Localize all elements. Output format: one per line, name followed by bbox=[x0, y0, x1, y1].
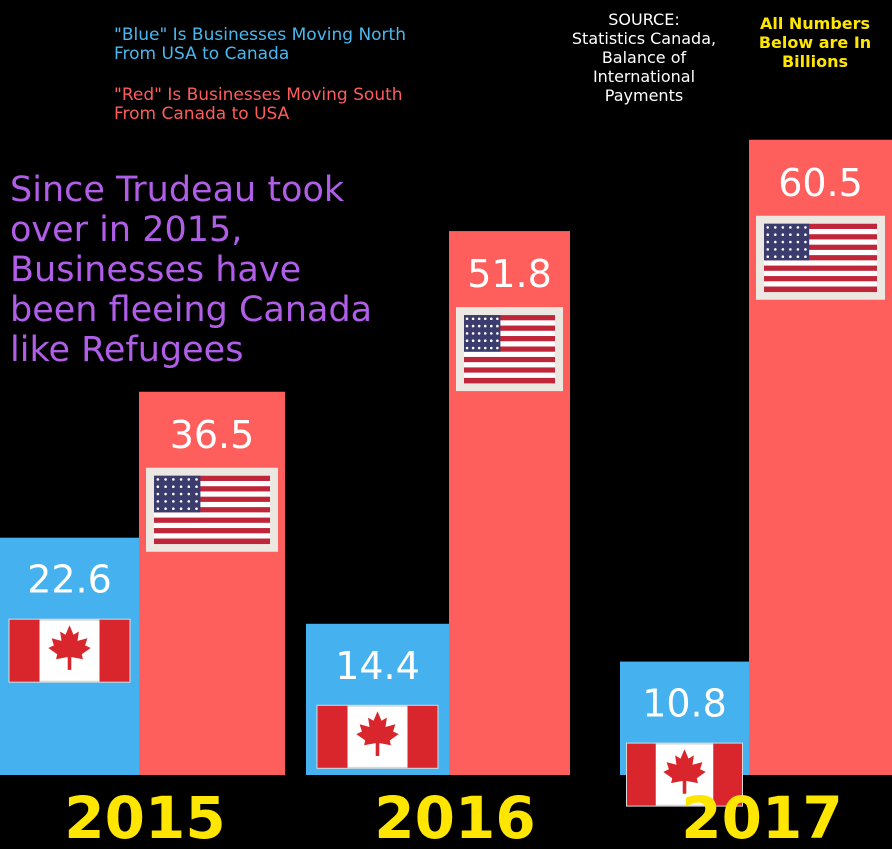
year-label-2016: 2016 bbox=[374, 784, 535, 849]
value-label-red-2016: 51.8 bbox=[467, 252, 552, 296]
units-note: All Numbers Below are In Billions bbox=[758, 14, 872, 71]
bar-red-2015 bbox=[139, 391, 285, 775]
year-label-2017: 2017 bbox=[681, 784, 842, 849]
canada-flag-icon bbox=[8, 618, 131, 683]
usa-flag-icon bbox=[756, 215, 885, 300]
value-label-red-2015: 36.5 bbox=[170, 413, 255, 457]
legend-blue: "Blue" Is Businesses Moving North From U… bbox=[114, 25, 406, 64]
canada-flag-icon bbox=[316, 704, 439, 769]
year-label-2015: 2015 bbox=[64, 784, 225, 849]
value-label-blue-2016: 14.4 bbox=[335, 644, 420, 688]
legend-red: "Red" Is Businesses Moving South From Ca… bbox=[114, 85, 403, 124]
value-label-blue-2017: 10.8 bbox=[642, 682, 727, 726]
usa-flag-icon bbox=[146, 467, 278, 552]
source-note: SOURCE: Statistics Canada, Balance of In… bbox=[571, 10, 717, 105]
usa-flag-icon bbox=[456, 307, 563, 392]
value-label-red-2017: 60.5 bbox=[778, 161, 863, 205]
canada-flag-icon bbox=[626, 742, 743, 807]
value-label-blue-2015: 22.6 bbox=[27, 558, 112, 602]
headline: Since Trudeau took over in 2015, Busines… bbox=[10, 170, 373, 370]
